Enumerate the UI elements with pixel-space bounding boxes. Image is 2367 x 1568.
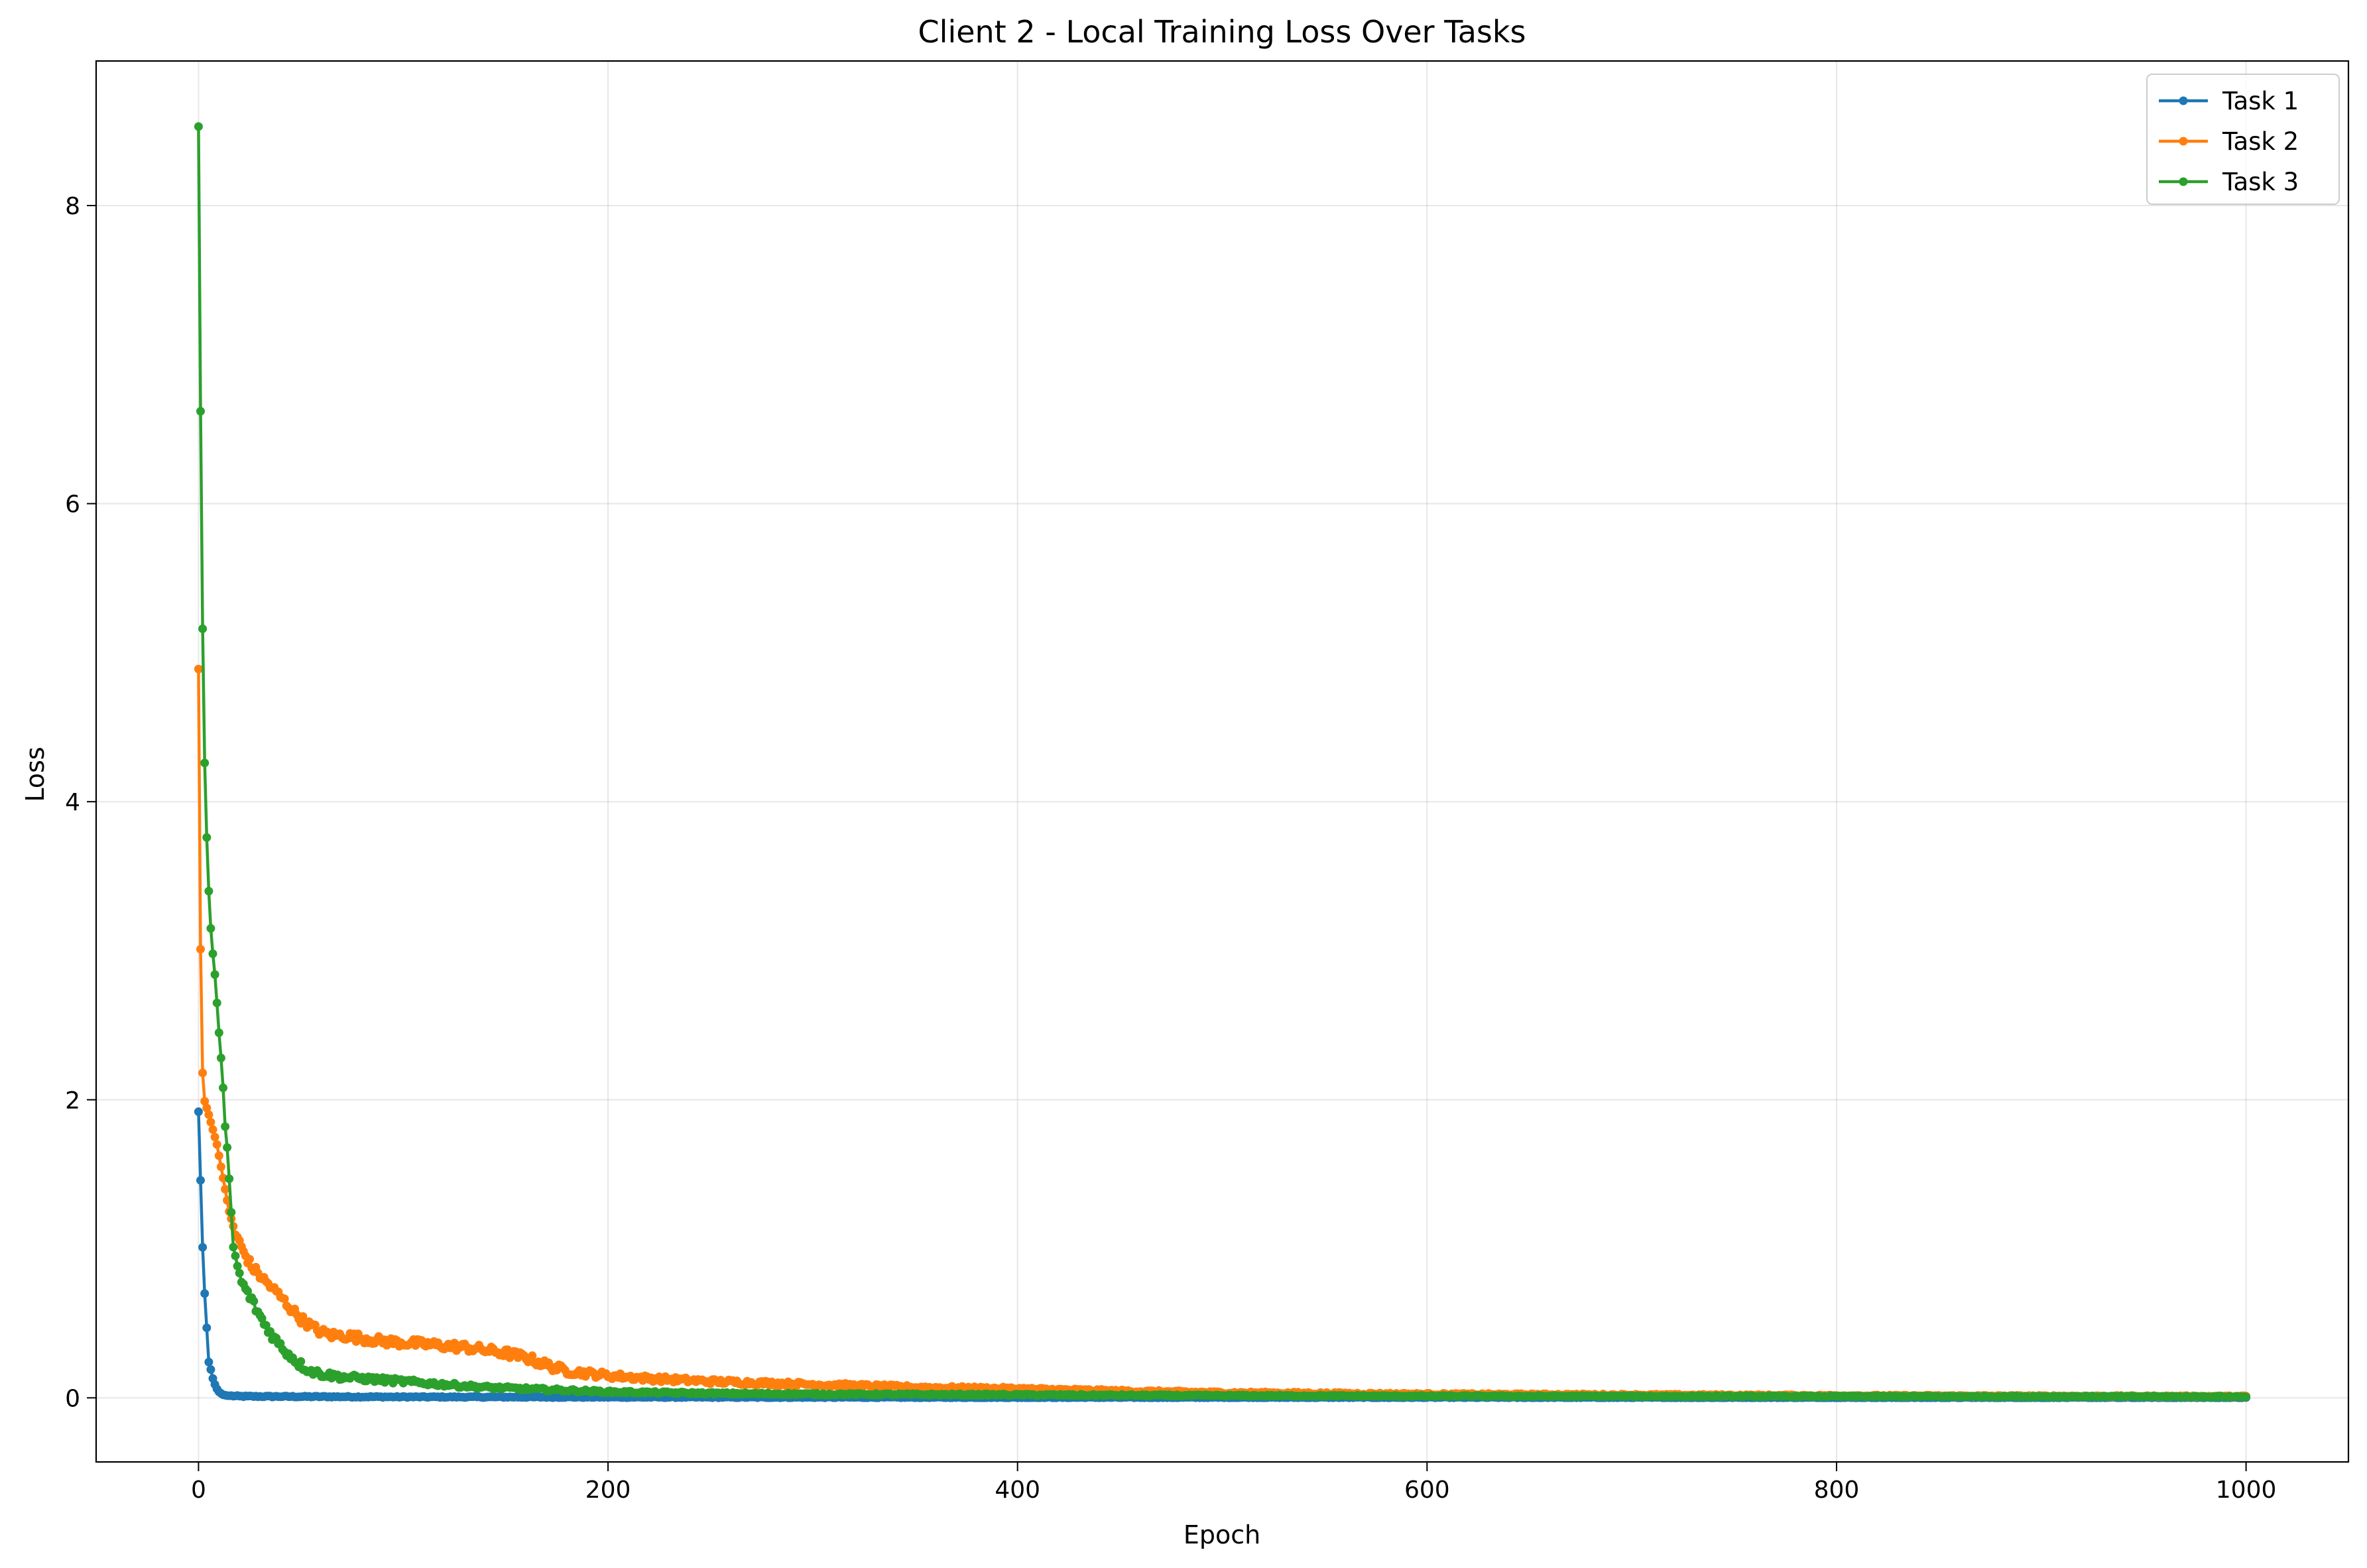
data-point: [202, 833, 212, 842]
grid-lines: [96, 61, 2348, 1462]
chart-title: Client 2 - Local Training Loss Over Task…: [918, 14, 1526, 50]
y-axis-label: Loss: [21, 747, 50, 802]
data-point: [229, 1242, 238, 1252]
y-tick-label: 2: [65, 1087, 80, 1115]
data-point: [221, 1122, 230, 1131]
data-point: [212, 1140, 221, 1149]
ticks: 0 200 400 600 800 1000 0 2 4 6 8: [65, 193, 2276, 1504]
data-point: [280, 1294, 289, 1303]
data-point: [194, 122, 203, 131]
data-point: [227, 1208, 236, 1217]
data-point: [198, 1068, 208, 1077]
data-point: [208, 949, 217, 958]
data-point: [204, 1357, 213, 1366]
legend-label: Task 1: [2222, 87, 2299, 115]
data-point: [194, 1107, 203, 1116]
x-tick-label: 0: [191, 1477, 206, 1504]
data-point: [214, 1151, 223, 1160]
data-point: [225, 1174, 234, 1183]
legend-marker: [2179, 177, 2188, 186]
series-group: [194, 122, 2251, 1402]
y-tick-label: 4: [65, 789, 80, 816]
data-point: [243, 1286, 252, 1296]
data-point: [206, 1365, 215, 1374]
data-point: [296, 1357, 306, 1366]
data-point: [528, 1351, 537, 1360]
data-point: [206, 924, 215, 933]
data-point: [216, 1054, 225, 1063]
data-point: [214, 1028, 223, 1038]
x-tick-label: 800: [1814, 1477, 1860, 1504]
data-point: [2242, 1392, 2251, 1402]
data-point: [200, 758, 210, 768]
series-task-3: [194, 122, 2251, 1402]
data-point: [249, 1297, 259, 1305]
data-point: [231, 1251, 240, 1260]
data-point: [196, 945, 205, 954]
data-point: [202, 1103, 212, 1113]
data-point: [206, 1118, 215, 1126]
data-point: [204, 886, 213, 896]
legend-marker: [2179, 96, 2188, 105]
data-point: [210, 970, 219, 979]
data-point: [223, 1143, 232, 1152]
data-point: [221, 1185, 230, 1194]
legend-label: Task 3: [2222, 168, 2299, 196]
data-point: [196, 1176, 205, 1185]
data-point: [233, 1262, 242, 1271]
legend: Task 1 Task 2 Task 3: [2146, 74, 2340, 205]
data-point: [198, 624, 208, 633]
data-point: [216, 1162, 225, 1172]
data-point: [210, 1132, 219, 1142]
data-point: [194, 664, 203, 674]
data-point: [212, 998, 221, 1008]
x-axis-label: Epoch: [1184, 1520, 1260, 1549]
x-tick-label: 1000: [2216, 1477, 2277, 1504]
plot-frame: [95, 60, 2350, 1463]
x-tick-label: 200: [585, 1477, 631, 1504]
y-tick-label: 6: [65, 491, 80, 518]
data-point: [219, 1083, 227, 1093]
data-point: [235, 1268, 244, 1278]
legend-label: Task 2: [2222, 127, 2299, 156]
data-point: [202, 1323, 212, 1333]
data-point: [200, 1289, 210, 1298]
data-point: [245, 1254, 255, 1264]
legend-marker: [2179, 137, 2188, 146]
data-point: [198, 1242, 208, 1252]
data-point: [261, 1321, 271, 1330]
x-tick-label: 400: [995, 1477, 1040, 1504]
data-point: [204, 1110, 213, 1119]
data-point: [208, 1125, 217, 1134]
y-tick-label: 0: [65, 1385, 80, 1412]
data-point: [196, 406, 205, 416]
y-tick-label: 8: [65, 193, 80, 220]
legend-box: [2146, 74, 2340, 205]
data-point: [298, 1312, 308, 1321]
x-tick-label: 600: [1404, 1477, 1450, 1504]
data-point: [200, 1097, 210, 1106]
